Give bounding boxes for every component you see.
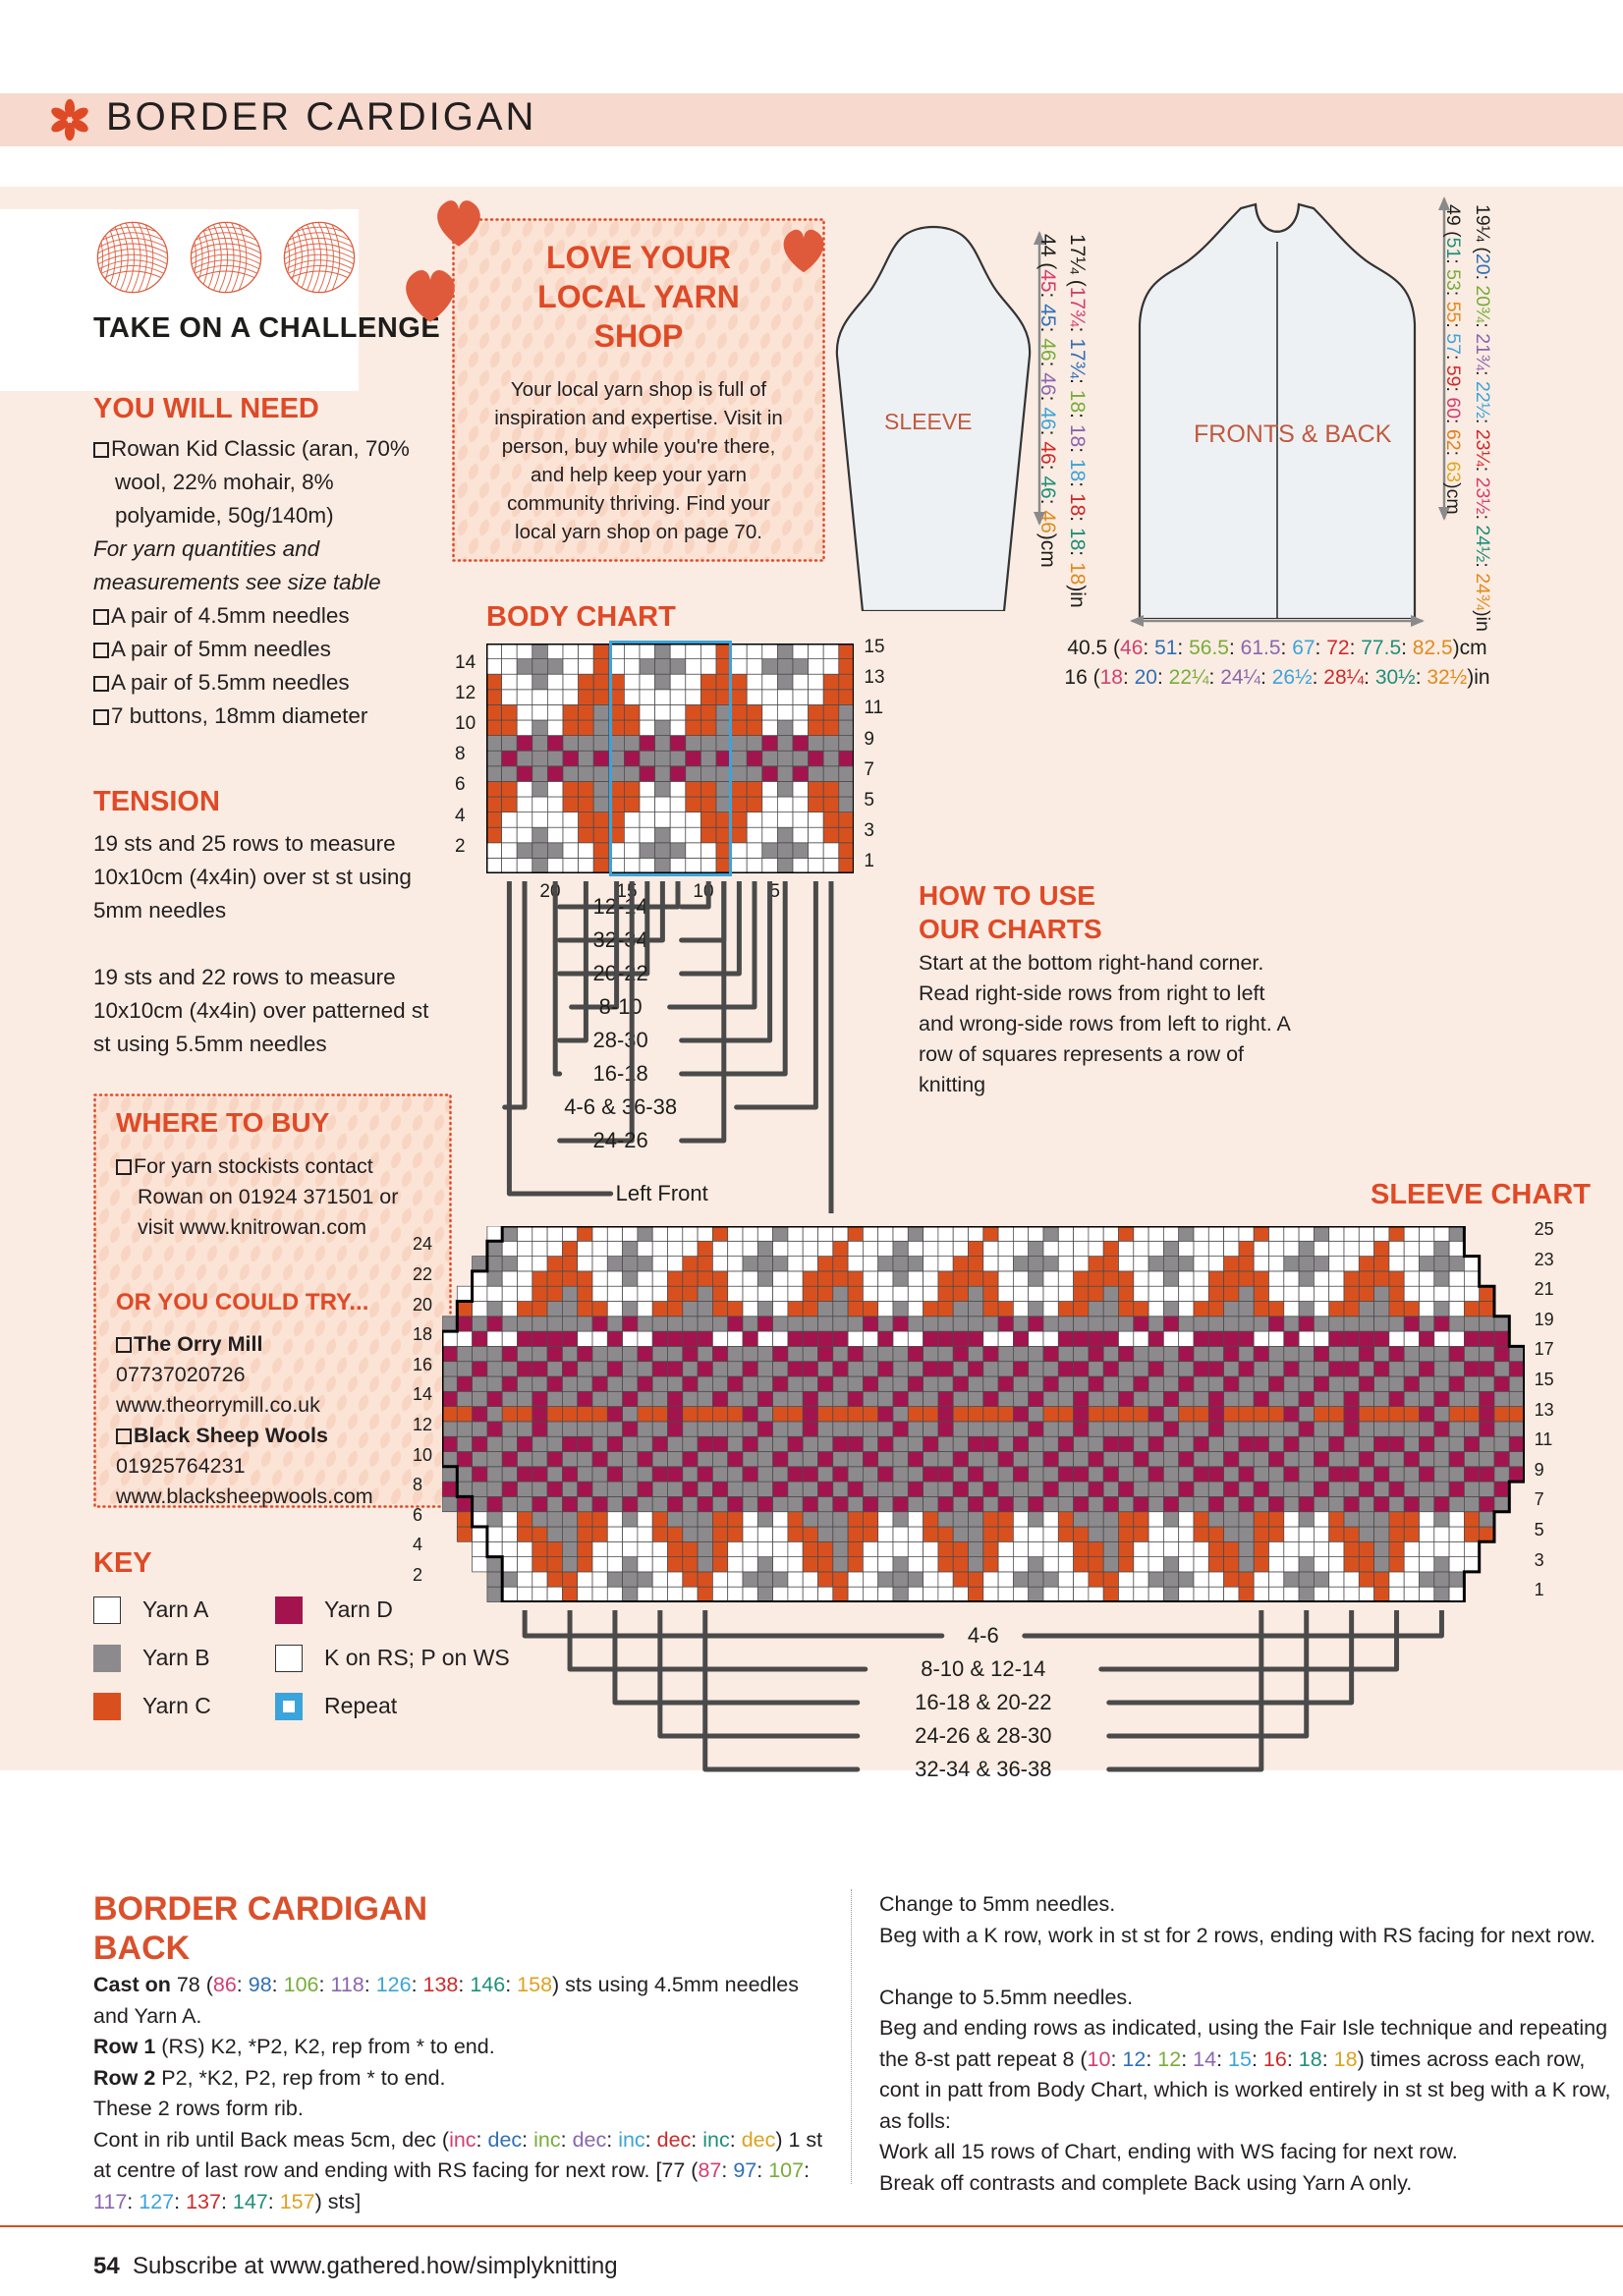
svg-text:20-22: 20-22 bbox=[593, 961, 648, 985]
svg-text:8-10: 8-10 bbox=[599, 994, 643, 1019]
svg-text:16-18: 16-18 bbox=[593, 1061, 648, 1086]
svg-text:16-18 & 20-22: 16-18 & 20-22 bbox=[915, 1690, 1051, 1714]
svg-text:24-26 & 28-30: 24-26 & 28-30 bbox=[915, 1723, 1051, 1748]
svg-text:32-34: 32-34 bbox=[593, 927, 648, 952]
svg-text:32-34 & 36-38: 32-34 & 36-38 bbox=[915, 1756, 1051, 1780]
svg-text:Left Front: Left Front bbox=[616, 1181, 708, 1205]
svg-text:FRONTS & BACK: FRONTS & BACK bbox=[1194, 420, 1392, 448]
svg-text:8-10 & 12-14: 8-10 & 12-14 bbox=[921, 1656, 1045, 1681]
svg-text:4-6: 4-6 bbox=[968, 1623, 999, 1648]
svg-text:12-14: 12-14 bbox=[593, 894, 648, 919]
svg-text:28-30: 28-30 bbox=[593, 1028, 648, 1052]
svg-text:4-6 & 36-38: 4-6 & 36-38 bbox=[564, 1094, 677, 1119]
svg-text:24-26: 24-26 bbox=[593, 1128, 648, 1152]
svg-text:SLEEVE: SLEEVE bbox=[884, 409, 973, 434]
